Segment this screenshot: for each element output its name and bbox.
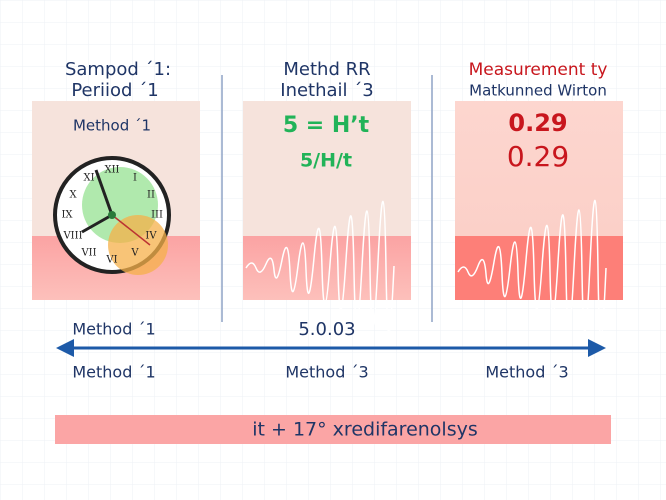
svg-text:IV: IV	[145, 231, 157, 242]
waveform	[245, 200, 395, 334]
heading: Measurement ty	[469, 60, 608, 80]
panel-bottom	[243, 236, 411, 300]
svg-text:VI: VI	[105, 255, 117, 266]
svg-text:I: I	[133, 173, 137, 184]
svg-text:II: II	[147, 190, 155, 201]
svg-text:IX: IX	[61, 210, 73, 221]
arrow-label: Method ´3	[485, 363, 568, 382]
svg-text:VII: VII	[80, 248, 96, 259]
arrow-label: Method ´3	[285, 363, 368, 382]
panel-value: 0.29	[507, 140, 569, 173]
waveform	[457, 199, 607, 339]
footer-text: it + 17° xredifarenolsys	[252, 419, 478, 441]
svg-text:X: X	[69, 190, 77, 201]
heading: Periiod ´1	[71, 80, 158, 101]
panel	[243, 101, 411, 236]
heading: Matkunned Wirton	[469, 82, 607, 100]
panel-value: 0.29	[508, 109, 567, 137]
heading: Methd RR	[283, 59, 370, 80]
arrow-label: 5.0.03	[298, 319, 355, 340]
svg-text:XI: XI	[83, 173, 94, 184]
svg-text:V: V	[130, 248, 139, 259]
double-arrow	[56, 339, 606, 357]
panel	[455, 101, 623, 236]
svg-text:VIII: VIII	[62, 231, 82, 242]
svg-text:XII: XII	[104, 165, 119, 176]
heading: Inethail ´3	[280, 80, 373, 101]
heading: Sampod ´1:	[65, 59, 171, 80]
panel-text: 5/H/t	[300, 150, 352, 172]
arrow-label: Method ´1	[72, 320, 155, 339]
footer-bar	[55, 415, 611, 444]
panel-bottom	[455, 236, 623, 300]
panel-text: 5 = H’t	[283, 113, 370, 138]
arrow-label: Method ´1	[72, 363, 155, 382]
svg-text:III: III	[151, 210, 163, 221]
panel-label: Method ´1	[73, 117, 151, 135]
